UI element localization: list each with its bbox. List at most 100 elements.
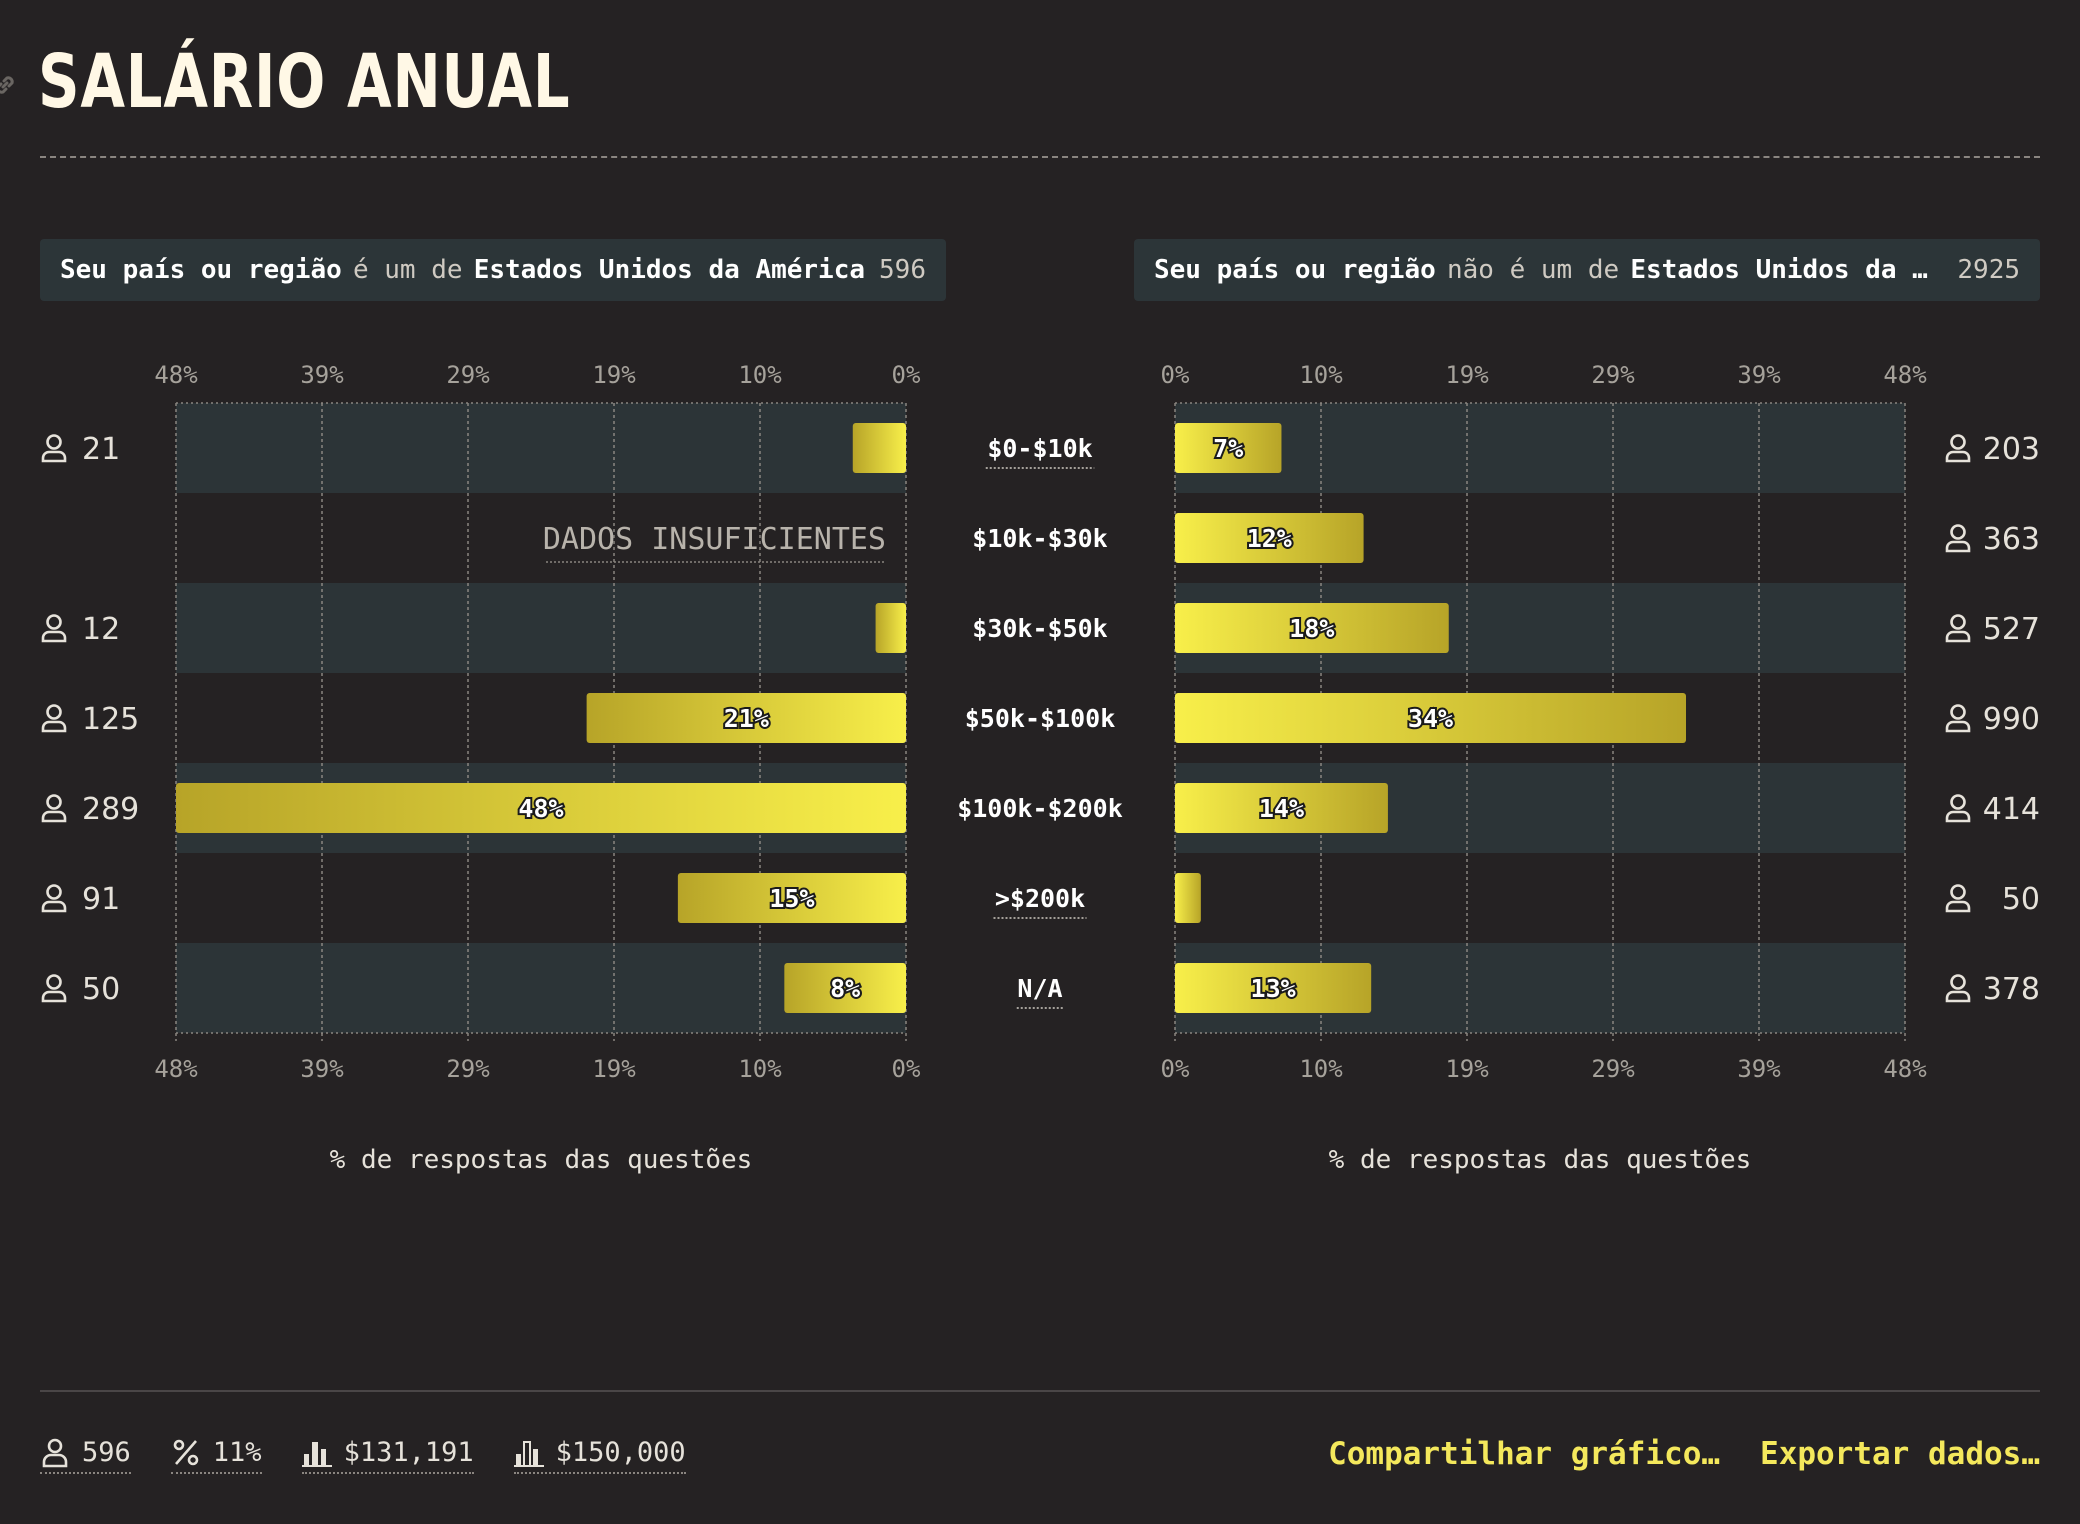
person-icon-head bbox=[46, 884, 62, 900]
bar[interactable] bbox=[1175, 513, 1364, 563]
filter-count: 596 bbox=[879, 255, 926, 285]
person-icon bbox=[1945, 434, 1971, 463]
person-icon-body bbox=[41, 630, 67, 643]
row-band bbox=[1175, 403, 1905, 493]
filter-value: Estados Unidos da América bbox=[473, 255, 866, 285]
bar[interactable] bbox=[784, 963, 906, 1013]
bar[interactable] bbox=[1175, 963, 1372, 1013]
bar-label: 18% bbox=[1289, 614, 1334, 643]
bar[interactable] bbox=[1175, 783, 1388, 833]
bar-label: 13% bbox=[1251, 974, 1296, 1003]
row-band bbox=[176, 403, 906, 493]
stat-value: 11% bbox=[212, 1436, 262, 1468]
person-icon bbox=[41, 434, 67, 463]
tick-label: 39% bbox=[300, 361, 344, 389]
percent-icon bbox=[173, 1439, 199, 1466]
export-data-button[interactable]: Exportar dados… bbox=[1760, 1436, 2040, 1472]
tick-label: 39% bbox=[1737, 1055, 1781, 1083]
footer-divider bbox=[40, 1390, 2040, 1392]
tick-label: 39% bbox=[1737, 361, 1781, 389]
tick-label: 29% bbox=[1591, 1055, 1635, 1083]
category-label: N/A bbox=[1017, 974, 1062, 1003]
respondent-count: 12 bbox=[82, 612, 120, 647]
person-icon bbox=[41, 614, 67, 643]
tick-label: 10% bbox=[738, 1055, 782, 1083]
bar[interactable] bbox=[875, 603, 906, 653]
person-icon-head bbox=[1950, 704, 1966, 720]
filter-chip-left[interactable]: Seu país ou região é um de Estados Unido… bbox=[40, 239, 946, 301]
category-label: $100k-$200k bbox=[957, 794, 1123, 823]
tick-label: 29% bbox=[446, 361, 490, 389]
bar-label: 14% bbox=[1259, 794, 1304, 823]
page-title: SALÁRIO ANUAL bbox=[38, 39, 571, 125]
person-icon bbox=[1945, 704, 1971, 733]
share-chart-button[interactable]: Compartilhar gráfico… bbox=[1328, 1436, 1721, 1472]
stat-value: $131,191 bbox=[343, 1436, 474, 1468]
bar[interactable] bbox=[1175, 603, 1449, 653]
person-icon-body bbox=[41, 720, 67, 733]
tick-label: 48% bbox=[154, 1055, 198, 1083]
person-icon bbox=[1945, 524, 1971, 553]
person-icon-head bbox=[1950, 884, 1966, 900]
person-icon bbox=[1945, 974, 1971, 1003]
tick-label: 10% bbox=[738, 361, 782, 389]
respondent-count: 414 bbox=[1983, 792, 2040, 827]
bar[interactable] bbox=[852, 423, 906, 473]
respondent-count: 289 bbox=[82, 792, 139, 827]
axis-title: % de respostas das questões bbox=[1329, 1145, 1752, 1175]
person-icon bbox=[41, 884, 67, 913]
bar-label: 34% bbox=[1408, 704, 1453, 733]
respondent-count: 50 bbox=[2002, 882, 2040, 917]
bar[interactable] bbox=[586, 693, 906, 743]
filter-chip-right[interactable]: Seu país ou região não é um de Estados U… bbox=[1134, 239, 2040, 301]
category-label: $30k-$50k bbox=[972, 614, 1107, 643]
person-icon-head bbox=[1950, 614, 1966, 630]
tick-label: 29% bbox=[446, 1055, 490, 1083]
respondent-count: 21 bbox=[82, 432, 120, 467]
person-icon-head bbox=[46, 974, 62, 990]
category-label: $50k-$100k bbox=[965, 704, 1116, 733]
filter-operator: é um de bbox=[352, 255, 463, 285]
person-icon-body bbox=[1945, 810, 1971, 823]
bar[interactable] bbox=[176, 783, 906, 833]
tick-label: 48% bbox=[1883, 1055, 1927, 1083]
person-icon-body bbox=[41, 450, 67, 463]
percent-stat[interactable]: 11% bbox=[170, 1436, 262, 1474]
person-icon-body bbox=[1945, 990, 1971, 1003]
row-band bbox=[176, 583, 906, 673]
bar-chart-icon bbox=[301, 1442, 332, 1467]
bar[interactable] bbox=[677, 873, 906, 923]
person-icon-head bbox=[46, 704, 62, 720]
tick-label: 10% bbox=[1299, 1055, 1343, 1083]
tick-label: 0% bbox=[1161, 1055, 1190, 1083]
stat-value: $150,000 bbox=[555, 1436, 686, 1468]
respondent-count: 125 bbox=[82, 702, 139, 737]
stat-value: 596 bbox=[82, 1436, 131, 1468]
bar[interactable] bbox=[1175, 873, 1201, 923]
tick-label: 0% bbox=[1161, 361, 1190, 389]
tick-label: 19% bbox=[1445, 361, 1489, 389]
respondents-stat[interactable]: 596 bbox=[40, 1436, 131, 1474]
bar-label: 21% bbox=[724, 704, 769, 733]
summary-stats: 596 11% $131,191 $150,000 bbox=[40, 1436, 686, 1474]
bar-label: 8% bbox=[830, 974, 860, 1003]
bar-chart-icon bbox=[513, 1441, 544, 1467]
person-icon-body bbox=[1945, 720, 1971, 733]
person-icon-head bbox=[1950, 434, 1966, 450]
mean-stat[interactable]: $131,191 bbox=[301, 1436, 474, 1474]
bar[interactable] bbox=[1175, 423, 1282, 473]
bar[interactable] bbox=[1175, 693, 1686, 743]
tick-label: 19% bbox=[592, 1055, 636, 1083]
respondent-count: 378 bbox=[1983, 972, 2040, 1007]
category-label: $10k-$30k bbox=[972, 524, 1107, 553]
category-label: >$200k bbox=[995, 884, 1085, 913]
link-icon[interactable] bbox=[0, 72, 18, 98]
person-icon-head bbox=[46, 794, 62, 810]
tick-label: 29% bbox=[1591, 361, 1635, 389]
median-stat[interactable]: $150,000 bbox=[513, 1436, 686, 1474]
tick-label: 0% bbox=[892, 1055, 921, 1083]
respondent-count: 203 bbox=[1983, 432, 2040, 467]
filter-operator: não é um de bbox=[1446, 255, 1620, 285]
filter-field: Seu país ou região bbox=[60, 255, 342, 285]
category-label: $0-$10k bbox=[987, 434, 1092, 463]
